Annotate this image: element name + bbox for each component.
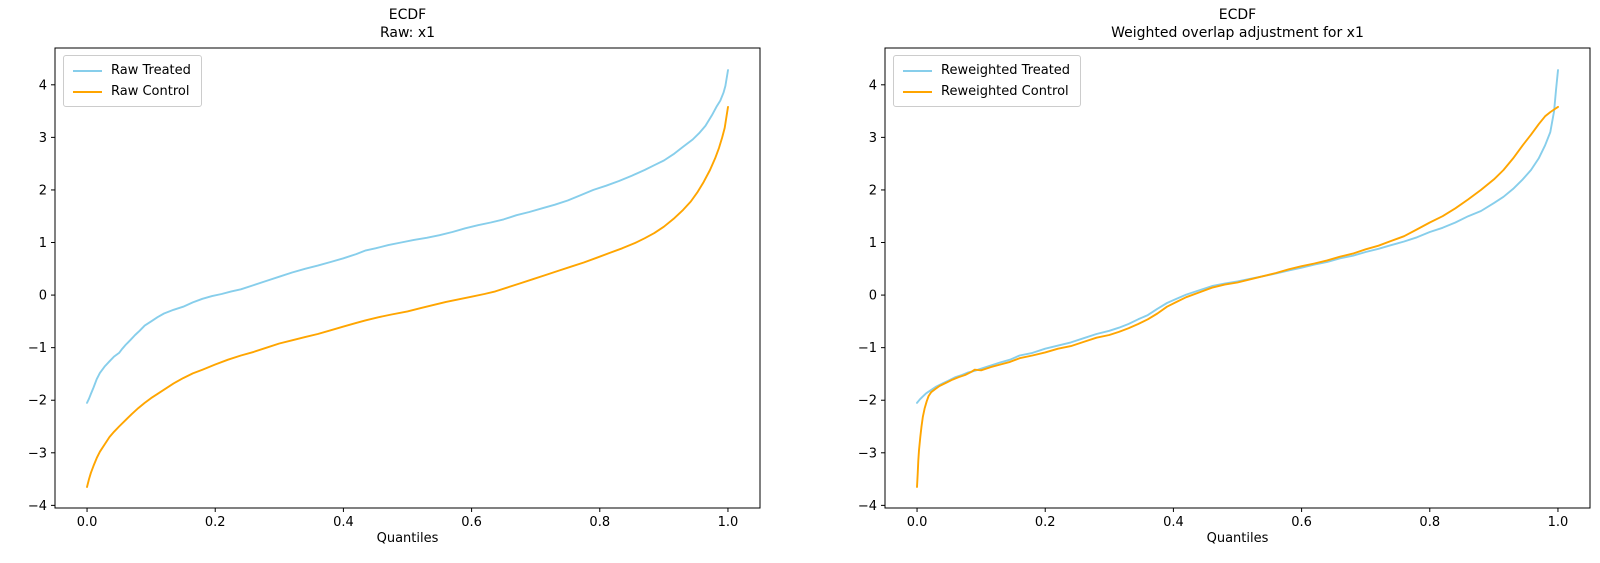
y-tick-label: 0 bbox=[39, 289, 47, 304]
chart-panel-raw: 0.0 0.2 0.4 0.6 0.8 1.0 4 3 2 1 0 −1 −2 −3 −4 ECDF Raw… bbox=[28, 7, 761, 546]
y-tick-label: 1 bbox=[869, 236, 877, 251]
y-tick-label: 3 bbox=[39, 131, 47, 146]
y-tick-label: −1 bbox=[28, 341, 47, 356]
y-tick-label: −2 bbox=[858, 394, 877, 409]
chart-title-line2: Raw: x1 bbox=[379, 24, 436, 41]
x-tick-label: 0.6 bbox=[461, 515, 482, 530]
y-tick-label: 1 bbox=[39, 236, 47, 251]
plot-area-raw: 0.0 0.2 0.4 0.6 0.8 1.0 4 3 2 1 0 −1 −2 −3 −4 bbox=[28, 47, 761, 530]
y-tick-label: 2 bbox=[869, 183, 877, 198]
series-line-reweighted-treated bbox=[916, 69, 1559, 404]
legend-label: Raw Treated bbox=[111, 63, 191, 78]
x-tick-label: 1.0 bbox=[1548, 515, 1569, 530]
x-tick-label: 0.2 bbox=[205, 515, 226, 530]
series-line-reweighted-control bbox=[916, 105, 1559, 488]
legend-item: Raw Control bbox=[73, 84, 191, 99]
y-tick-label: −3 bbox=[858, 446, 877, 461]
x-axis-label-raw: Quantiles bbox=[376, 531, 439, 546]
legend-raw: Raw Treated Raw Control bbox=[63, 55, 202, 107]
x-tick-label: 0.0 bbox=[907, 515, 928, 530]
chart-title-line2: Weighted overlap adjustment for x1 bbox=[1111, 24, 1364, 41]
plot-border bbox=[54, 47, 761, 509]
series-line-raw-treated bbox=[86, 69, 729, 404]
legend-item: Reweighted Control bbox=[903, 84, 1070, 99]
y-tick-label: −2 bbox=[28, 394, 47, 409]
y-tick-label: −3 bbox=[28, 446, 47, 461]
plot-area-weighted: 0.0 0.2 0.4 0.6 0.8 1.0 4 3 2 1 0 −1 −2 −3 −4 bbox=[858, 47, 1591, 530]
legend-line-swatch bbox=[903, 69, 932, 72]
x-tick-label: 0.0 bbox=[77, 515, 98, 530]
chart-title-weighted: ECDF Weighted overlap adjustment for x1 bbox=[885, 7, 1590, 42]
x-tick-label: 1.0 bbox=[718, 515, 739, 530]
legend-item: Raw Treated bbox=[73, 63, 191, 78]
chart-panel-weighted: 0.0 0.2 0.4 0.6 0.8 1.0 4 3 2 1 0 −1 −2 −3 −4 ECDF Wei… bbox=[800, 0, 1600, 563]
y-tick-label: −4 bbox=[858, 499, 877, 514]
x-tick-label: 0.2 bbox=[1035, 515, 1056, 530]
y-tick-label: 3 bbox=[869, 131, 877, 146]
legend-line-swatch bbox=[73, 69, 102, 72]
series-line-raw-control bbox=[86, 105, 729, 488]
chart-title-line1: ECDF bbox=[388, 7, 427, 23]
y-tick-label: −1 bbox=[858, 341, 877, 356]
chart-title-raw: ECDF Raw: x1 bbox=[55, 7, 760, 42]
y-tick-label: 0 bbox=[869, 289, 877, 304]
x-tick-label: 0.8 bbox=[589, 515, 610, 530]
x-tick-label: 0.6 bbox=[1291, 515, 1312, 530]
legend-line-swatch bbox=[73, 90, 102, 93]
chart-title-line1: ECDF bbox=[1218, 7, 1257, 23]
y-tick-label: 2 bbox=[39, 183, 47, 198]
legend-weighted: Reweighted Treated Reweighted Control bbox=[893, 55, 1082, 107]
y-tick-label: −4 bbox=[28, 499, 47, 514]
legend-line-swatch bbox=[903, 90, 932, 93]
legend-label: Reweighted Treated bbox=[941, 63, 1071, 78]
x-axis-label-weighted: Quantiles bbox=[1206, 531, 1269, 546]
x-tick-label: 0.4 bbox=[1163, 515, 1184, 530]
x-tick-label: 0.4 bbox=[333, 515, 354, 530]
legend-label: Reweighted Control bbox=[941, 84, 1069, 99]
x-tick-label: 0.8 bbox=[1419, 515, 1440, 530]
y-tick-label: 4 bbox=[869, 78, 877, 93]
y-tick-label: 4 bbox=[39, 78, 47, 93]
legend-label: Raw Control bbox=[111, 84, 190, 99]
plot-border bbox=[884, 47, 1591, 509]
legend-item: Reweighted Treated bbox=[903, 63, 1070, 78]
